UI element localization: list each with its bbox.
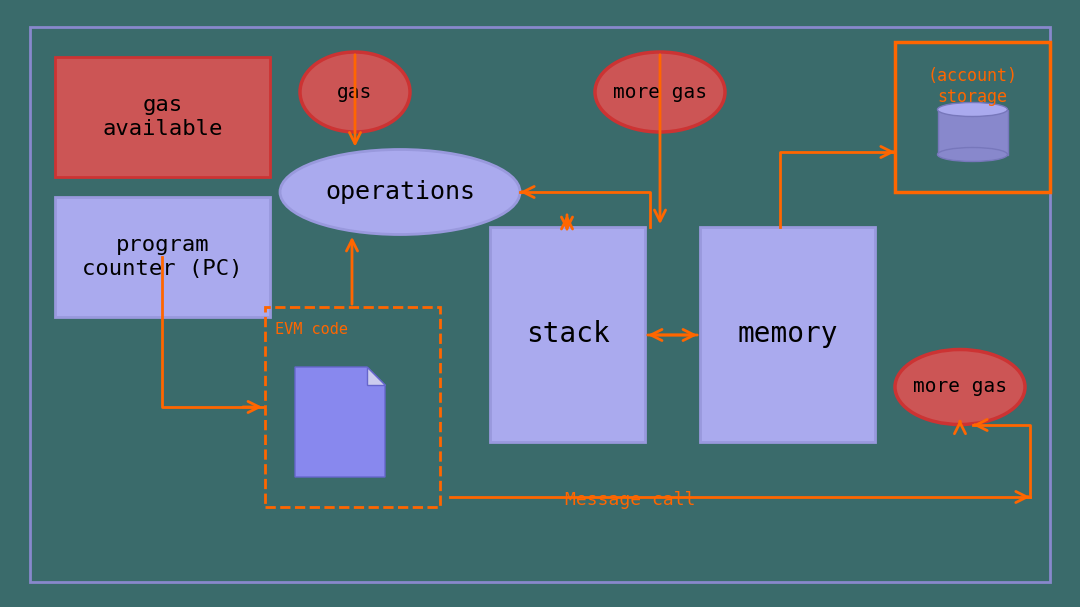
- Text: operations: operations: [325, 180, 475, 204]
- FancyBboxPatch shape: [700, 227, 875, 442]
- FancyBboxPatch shape: [895, 42, 1050, 192]
- Text: program
counter (PC): program counter (PC): [82, 236, 243, 279]
- Ellipse shape: [895, 350, 1025, 424]
- Text: memory: memory: [738, 320, 838, 348]
- FancyBboxPatch shape: [490, 227, 645, 442]
- Ellipse shape: [280, 149, 519, 234]
- Polygon shape: [367, 367, 384, 385]
- Text: (account)
storage: (account) storage: [928, 67, 1017, 106]
- FancyBboxPatch shape: [937, 109, 1008, 155]
- Text: EVM code: EVM code: [275, 322, 348, 337]
- Text: more gas: more gas: [613, 83, 707, 101]
- Ellipse shape: [595, 52, 725, 132]
- Ellipse shape: [937, 148, 1008, 161]
- Ellipse shape: [300, 52, 410, 132]
- FancyBboxPatch shape: [55, 197, 270, 317]
- Text: stack: stack: [526, 320, 609, 348]
- Text: more gas: more gas: [913, 378, 1007, 396]
- Text: gas
available: gas available: [103, 95, 222, 138]
- Ellipse shape: [937, 103, 1008, 117]
- Polygon shape: [295, 367, 384, 477]
- Text: gas: gas: [337, 83, 373, 101]
- Text: Message call: Message call: [565, 491, 696, 509]
- FancyBboxPatch shape: [55, 57, 270, 177]
